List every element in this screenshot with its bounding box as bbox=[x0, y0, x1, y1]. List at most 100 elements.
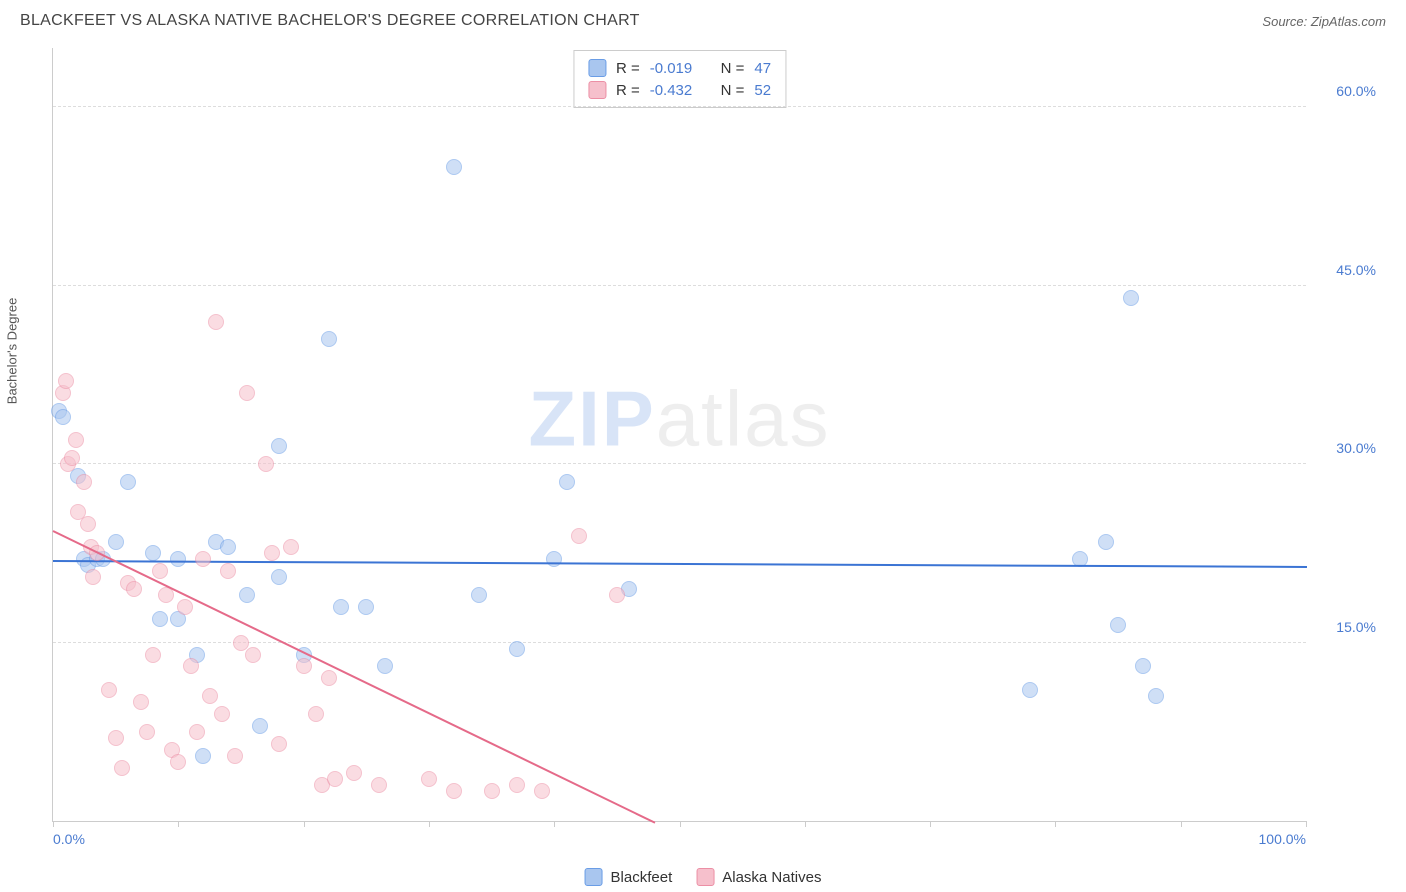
data-point bbox=[264, 545, 280, 561]
r-label: R = bbox=[616, 82, 640, 99]
x-tick-label: 0.0% bbox=[53, 831, 85, 847]
data-point bbox=[296, 658, 312, 674]
data-point bbox=[220, 563, 236, 579]
data-point bbox=[484, 783, 500, 799]
source-label: Source: bbox=[1262, 14, 1307, 29]
x-tick bbox=[554, 821, 555, 827]
data-point bbox=[152, 611, 168, 627]
data-point bbox=[214, 706, 230, 722]
n-label: N = bbox=[721, 60, 745, 77]
data-point bbox=[195, 551, 211, 567]
data-point bbox=[220, 539, 236, 555]
x-tick bbox=[1055, 821, 1056, 827]
swatch-icon bbox=[588, 81, 606, 99]
x-tick-label: 100.0% bbox=[1259, 831, 1306, 847]
data-point bbox=[358, 599, 374, 615]
data-point bbox=[559, 474, 575, 490]
n-label: N = bbox=[721, 82, 745, 99]
swatch-icon bbox=[696, 868, 714, 886]
data-point bbox=[534, 783, 550, 799]
x-tick bbox=[1181, 821, 1182, 827]
data-point bbox=[170, 551, 186, 567]
data-point bbox=[333, 599, 349, 615]
data-point bbox=[55, 409, 71, 425]
data-point bbox=[108, 730, 124, 746]
x-tick bbox=[304, 821, 305, 827]
data-point bbox=[145, 545, 161, 561]
legend-item: Alaska Natives bbox=[696, 868, 821, 886]
n-value: 47 bbox=[754, 60, 771, 77]
data-point bbox=[239, 385, 255, 401]
data-point bbox=[252, 718, 268, 734]
y-axis-label: Bachelor's Degree bbox=[5, 298, 20, 405]
r-value: -0.432 bbox=[650, 82, 693, 99]
data-point bbox=[1135, 658, 1151, 674]
data-point bbox=[126, 581, 142, 597]
data-point bbox=[346, 765, 362, 781]
data-point bbox=[308, 706, 324, 722]
data-point bbox=[68, 432, 84, 448]
data-point bbox=[145, 647, 161, 663]
data-point bbox=[327, 771, 343, 787]
legend-item: Blackfeet bbox=[585, 868, 673, 886]
data-point bbox=[108, 534, 124, 550]
gridline bbox=[53, 106, 1306, 107]
x-tick bbox=[53, 821, 54, 827]
data-point bbox=[371, 777, 387, 793]
source-name: ZipAtlas.com bbox=[1311, 14, 1386, 29]
data-point bbox=[609, 587, 625, 603]
data-point bbox=[271, 736, 287, 752]
data-point bbox=[227, 748, 243, 764]
x-tick bbox=[178, 821, 179, 827]
data-point bbox=[509, 777, 525, 793]
data-point bbox=[133, 694, 149, 710]
correlation-legend: R = -0.019 N = 47 R = -0.432 N = 52 bbox=[573, 50, 786, 108]
data-point bbox=[1022, 682, 1038, 698]
corr-row: R = -0.019 N = 47 bbox=[588, 57, 771, 79]
x-tick bbox=[429, 821, 430, 827]
data-point bbox=[321, 670, 337, 686]
y-tick-label: 15.0% bbox=[1316, 619, 1376, 635]
data-point bbox=[446, 159, 462, 175]
y-tick-label: 30.0% bbox=[1316, 440, 1376, 456]
data-point bbox=[571, 528, 587, 544]
data-point bbox=[195, 748, 211, 764]
data-point bbox=[283, 539, 299, 555]
data-point bbox=[421, 771, 437, 787]
x-tick bbox=[1306, 821, 1307, 827]
data-point bbox=[202, 688, 218, 704]
data-point bbox=[85, 569, 101, 585]
y-tick-label: 60.0% bbox=[1316, 83, 1376, 99]
data-point bbox=[58, 373, 74, 389]
data-point bbox=[177, 599, 193, 615]
data-point bbox=[64, 450, 80, 466]
data-point bbox=[1123, 290, 1139, 306]
data-point bbox=[189, 724, 205, 740]
data-point bbox=[509, 641, 525, 657]
corr-row: R = -0.432 N = 52 bbox=[588, 79, 771, 101]
data-point bbox=[101, 682, 117, 698]
data-point bbox=[1148, 688, 1164, 704]
x-tick bbox=[930, 821, 931, 827]
data-point bbox=[239, 587, 255, 603]
y-tick-label: 45.0% bbox=[1316, 262, 1376, 278]
data-point bbox=[208, 314, 224, 330]
swatch-icon bbox=[588, 59, 606, 77]
chart-container: Bachelor's Degree ZIPatlas R = -0.019 N … bbox=[20, 48, 1386, 852]
data-point bbox=[245, 647, 261, 663]
chart-source: Source: ZipAtlas.com bbox=[1262, 14, 1386, 29]
n-value: 52 bbox=[754, 82, 771, 99]
data-point bbox=[152, 563, 168, 579]
r-value: -0.019 bbox=[650, 60, 693, 77]
trend-line bbox=[53, 560, 1307, 568]
data-point bbox=[80, 516, 96, 532]
data-point bbox=[1098, 534, 1114, 550]
data-point bbox=[271, 569, 287, 585]
data-point bbox=[183, 658, 199, 674]
x-tick bbox=[680, 821, 681, 827]
watermark-part2: atlas bbox=[656, 375, 831, 463]
data-point bbox=[170, 754, 186, 770]
data-point bbox=[471, 587, 487, 603]
data-point bbox=[1110, 617, 1126, 633]
data-point bbox=[546, 551, 562, 567]
